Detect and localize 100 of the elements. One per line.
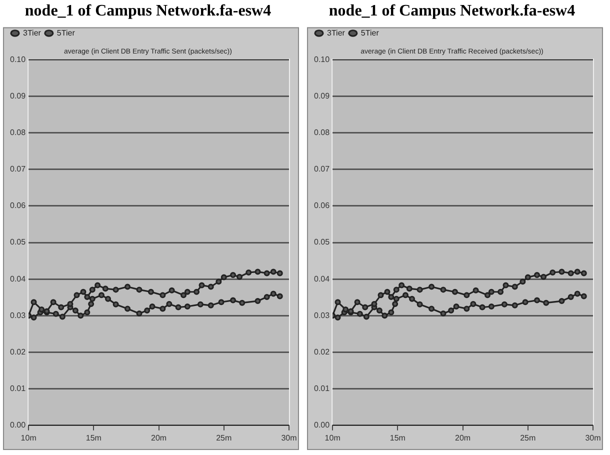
point	[416, 286, 423, 293]
point	[149, 304, 156, 310]
point	[406, 286, 412, 292]
point	[580, 293, 587, 300]
point	[168, 287, 175, 294]
point	[356, 310, 363, 317]
point	[72, 308, 78, 314]
x-tick-label: 25m	[216, 433, 232, 442]
point	[105, 296, 111, 302]
point	[270, 290, 276, 297]
point	[184, 288, 190, 295]
point	[334, 299, 341, 306]
point	[568, 294, 574, 300]
point	[78, 312, 84, 319]
point	[220, 274, 227, 280]
point	[440, 286, 446, 293]
y-tick-label: 0.07	[314, 164, 330, 174]
point	[464, 306, 470, 312]
point	[136, 310, 142, 316]
point	[198, 282, 205, 288]
point	[84, 294, 90, 300]
point	[540, 274, 547, 280]
x-tick-label: 15m	[390, 433, 406, 442]
point	[264, 270, 270, 276]
y-tick-label: 0.08	[10, 128, 26, 137]
point	[67, 300, 74, 307]
point	[512, 284, 518, 290]
y-tick-label: 0.10	[314, 54, 330, 64]
point	[502, 282, 509, 288]
point	[388, 309, 394, 316]
point	[512, 302, 518, 308]
y-tick-label: 0.01	[10, 384, 26, 394]
point	[218, 299, 224, 306]
point	[428, 284, 435, 290]
point	[501, 301, 508, 308]
y-tick-label: 0.06	[314, 201, 330, 210]
point	[254, 268, 261, 275]
point	[470, 300, 476, 307]
point	[484, 292, 491, 298]
x-tick-label: 30m	[281, 433, 298, 442]
point	[388, 294, 394, 300]
point	[102, 286, 108, 292]
chart-title: node_1 of Campus Network.fa-esw4	[24, 2, 272, 20]
point	[276, 293, 283, 300]
point	[393, 296, 400, 302]
point	[384, 288, 390, 295]
point	[382, 312, 388, 319]
point	[208, 302, 214, 308]
point	[88, 300, 94, 307]
point	[136, 286, 142, 293]
point	[534, 272, 540, 278]
point	[428, 306, 435, 312]
point	[230, 272, 236, 278]
point	[94, 282, 101, 288]
point	[392, 300, 398, 307]
point	[74, 292, 80, 298]
point	[270, 268, 276, 275]
y-tick-label: 0.05	[314, 238, 330, 247]
legend-label: 3Tier	[23, 28, 42, 38]
point	[84, 309, 90, 316]
y-tick-label: 0.01	[314, 384, 330, 394]
point	[550, 269, 556, 276]
point	[448, 308, 454, 314]
point	[160, 306, 166, 312]
y-tick-label: 0.00	[10, 420, 26, 430]
point	[488, 288, 494, 295]
point	[166, 300, 172, 307]
point	[376, 308, 382, 314]
point	[393, 286, 400, 293]
chart-title: node_1 of Campus Network.fa-esw4	[328, 2, 576, 20]
y-tick-label: 0.08	[314, 128, 330, 137]
point	[264, 294, 270, 300]
point	[402, 292, 408, 298]
point	[409, 296, 415, 302]
x-tick-label: 30m	[585, 433, 602, 442]
point	[160, 292, 166, 298]
point	[524, 274, 531, 280]
point	[194, 288, 200, 295]
y-tick-label: 0.02	[314, 347, 330, 356]
point	[543, 300, 550, 306]
point	[38, 306, 45, 312]
point	[354, 299, 360, 306]
point	[180, 292, 187, 298]
point	[216, 278, 222, 285]
point	[363, 314, 370, 320]
x-tick-label: 20m	[455, 433, 471, 442]
point	[520, 278, 526, 285]
point	[378, 292, 384, 298]
point	[175, 304, 182, 310]
y-tick-label: 0.04	[10, 274, 26, 284]
point	[230, 297, 236, 304]
x-tick-label: 10m	[20, 433, 37, 442]
point	[89, 296, 96, 302]
point	[124, 284, 131, 290]
point	[246, 269, 252, 276]
point	[371, 300, 378, 307]
point	[239, 300, 246, 306]
point	[558, 268, 565, 275]
point	[30, 314, 37, 320]
point	[50, 299, 56, 306]
